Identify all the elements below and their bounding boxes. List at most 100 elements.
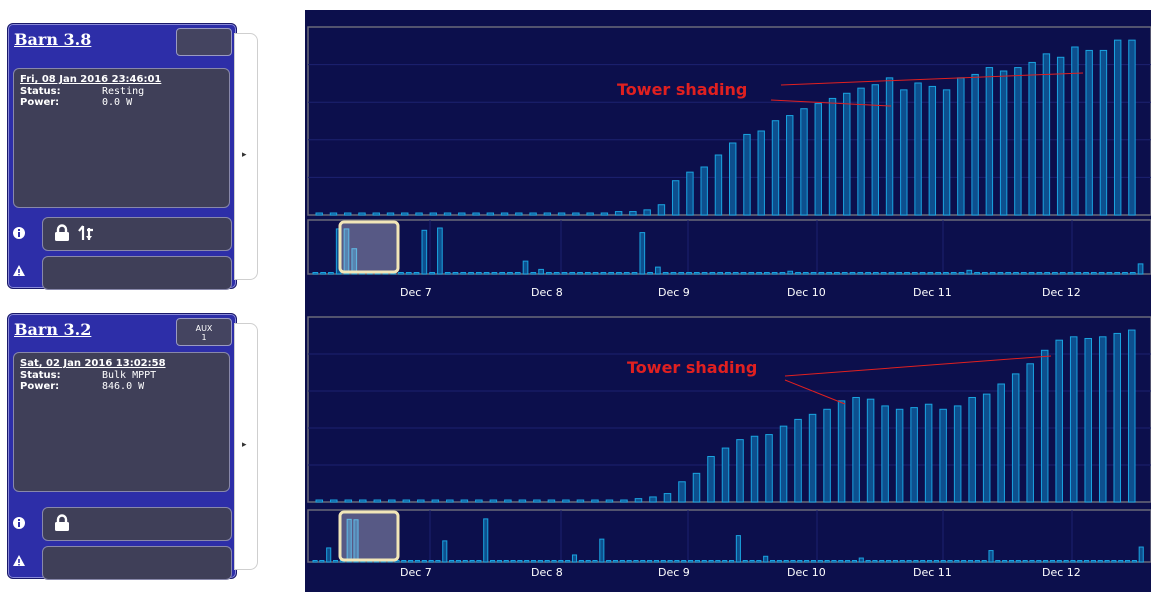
status-value: Resting: [102, 86, 145, 97]
overview-bar: [530, 272, 537, 275]
power-chart-svg: Dec 7 Dec 8 Dec 9 Dec 10 Dec 11 Dec 12: [307, 26, 1151, 299]
x-tick-label: Dec 11: [913, 286, 952, 299]
power-bar: [1011, 373, 1020, 503]
power-bar: [358, 212, 366, 216]
overview-bar: [1137, 263, 1144, 275]
overview-bar: [974, 560, 980, 563]
range-brush[interactable]: [338, 510, 400, 562]
power-chart-2: Dec 7 Dec 8 Dec 9 Dec 10 Dec 11 Dec 12 Tower …: [305, 300, 1151, 592]
overview-bar: [1090, 560, 1096, 563]
power-bar: [1028, 61, 1036, 216]
overview-bar: [919, 272, 926, 275]
power-bar: [605, 499, 614, 503]
x-tick-label: Dec 12: [1042, 566, 1081, 579]
overview-bar: [913, 560, 919, 563]
power-bar: [843, 92, 851, 216]
overview-bar: [522, 260, 529, 275]
power-bar: [572, 212, 580, 216]
overview-bar: [779, 272, 786, 275]
power-bar: [982, 393, 991, 503]
power-bar: [359, 499, 367, 503]
warning-icon[interactable]: [12, 554, 26, 570]
overview-bar: [826, 272, 832, 275]
overview-bar: [537, 560, 543, 563]
power-bar: [729, 142, 737, 216]
power-bar: [1085, 49, 1093, 216]
expand-sidebar[interactable]: ▸: [234, 33, 258, 280]
overview-bar: [686, 272, 692, 275]
power-bar: [1098, 336, 1107, 503]
overview-bar: [503, 560, 509, 563]
overview-bar: [748, 272, 755, 275]
power-bar: [671, 180, 680, 216]
overview-bar: [961, 560, 967, 563]
overview-bar: [599, 538, 605, 563]
flow-arrows-icon[interactable]: [77, 224, 95, 246]
overview-bar: [558, 560, 564, 563]
overview-bar: [639, 232, 646, 275]
status-box: Fri, 08 Jan 2016 23:46:01 Status: Restin…: [13, 68, 230, 208]
overview-bar: [1002, 560, 1008, 563]
power-bar: [629, 211, 637, 216]
overview-bar: [764, 272, 770, 275]
overview-bar: [715, 560, 721, 563]
info-icon[interactable]: [12, 226, 26, 243]
overview-bar: [626, 560, 632, 563]
overview-bar: [1008, 560, 1015, 563]
power-bar: [686, 171, 694, 216]
overview-bar: [1104, 560, 1110, 563]
power-bar: [1071, 46, 1079, 216]
overview-bar: [476, 560, 482, 563]
power-bar: [750, 435, 759, 503]
power-bar: [808, 413, 817, 503]
overview-bar: [1077, 560, 1083, 563]
x-tick-label: Dec 8: [531, 286, 563, 299]
x-tick-label: Dec 9: [658, 286, 690, 299]
aux-label: AUX: [195, 324, 213, 333]
power-bar: [460, 499, 469, 503]
charger-name-link[interactable]: Barn 3.8: [14, 30, 92, 49]
expand-arrow-icon[interactable]: ▸: [242, 150, 247, 160]
overview-bar: [462, 560, 468, 563]
power-label: Power:: [20, 97, 60, 108]
overview-bar: [810, 272, 817, 275]
overview-bar: [469, 560, 475, 563]
expand-arrow-icon[interactable]: ▸: [242, 440, 247, 450]
overview-bar: [879, 560, 885, 563]
power-bar: [458, 212, 466, 216]
charger-name-link[interactable]: Barn 3.2: [14, 320, 92, 339]
overview-bar: [546, 272, 552, 275]
power-bar: [885, 77, 894, 216]
power-bar: [529, 212, 537, 216]
overview-bar: [709, 272, 716, 275]
overview-bar: [408, 560, 414, 563]
lock-icon[interactable]: [53, 514, 71, 536]
overview-bar: [517, 560, 523, 563]
info-icon[interactable]: [12, 516, 26, 533]
charger-card: Barn 3.2 AUX 1 Sat, 02 Jan 2016 13:02:58…: [7, 313, 237, 580]
power-bar: [649, 496, 657, 503]
overview-bar: [633, 560, 639, 563]
overview-bar: [1036, 272, 1043, 275]
overview-bar: [1015, 560, 1021, 563]
overview-bar: [475, 272, 482, 275]
power-bar: [591, 499, 599, 503]
overview-bar: [810, 560, 817, 563]
power-bar: [837, 400, 846, 503]
aux-button[interactable]: AUX 1: [176, 318, 232, 346]
overview-bar: [1138, 546, 1144, 563]
warning-icon[interactable]: [12, 264, 26, 280]
power-value: 0.0 W: [102, 97, 133, 108]
power-bar: [828, 97, 837, 216]
overview-bar: [1043, 560, 1049, 563]
overview-bar: [452, 272, 459, 275]
expand-sidebar[interactable]: ▸: [234, 323, 258, 570]
overview-bar: [933, 560, 939, 563]
range-brush[interactable]: [338, 220, 400, 274]
overview-bar: [1036, 560, 1042, 563]
aux-button[interactable]: [176, 28, 232, 56]
power-bar: [1127, 329, 1136, 503]
lock-icon[interactable]: [53, 224, 71, 246]
overview-bar: [725, 272, 731, 275]
power-bar: [866, 398, 875, 503]
